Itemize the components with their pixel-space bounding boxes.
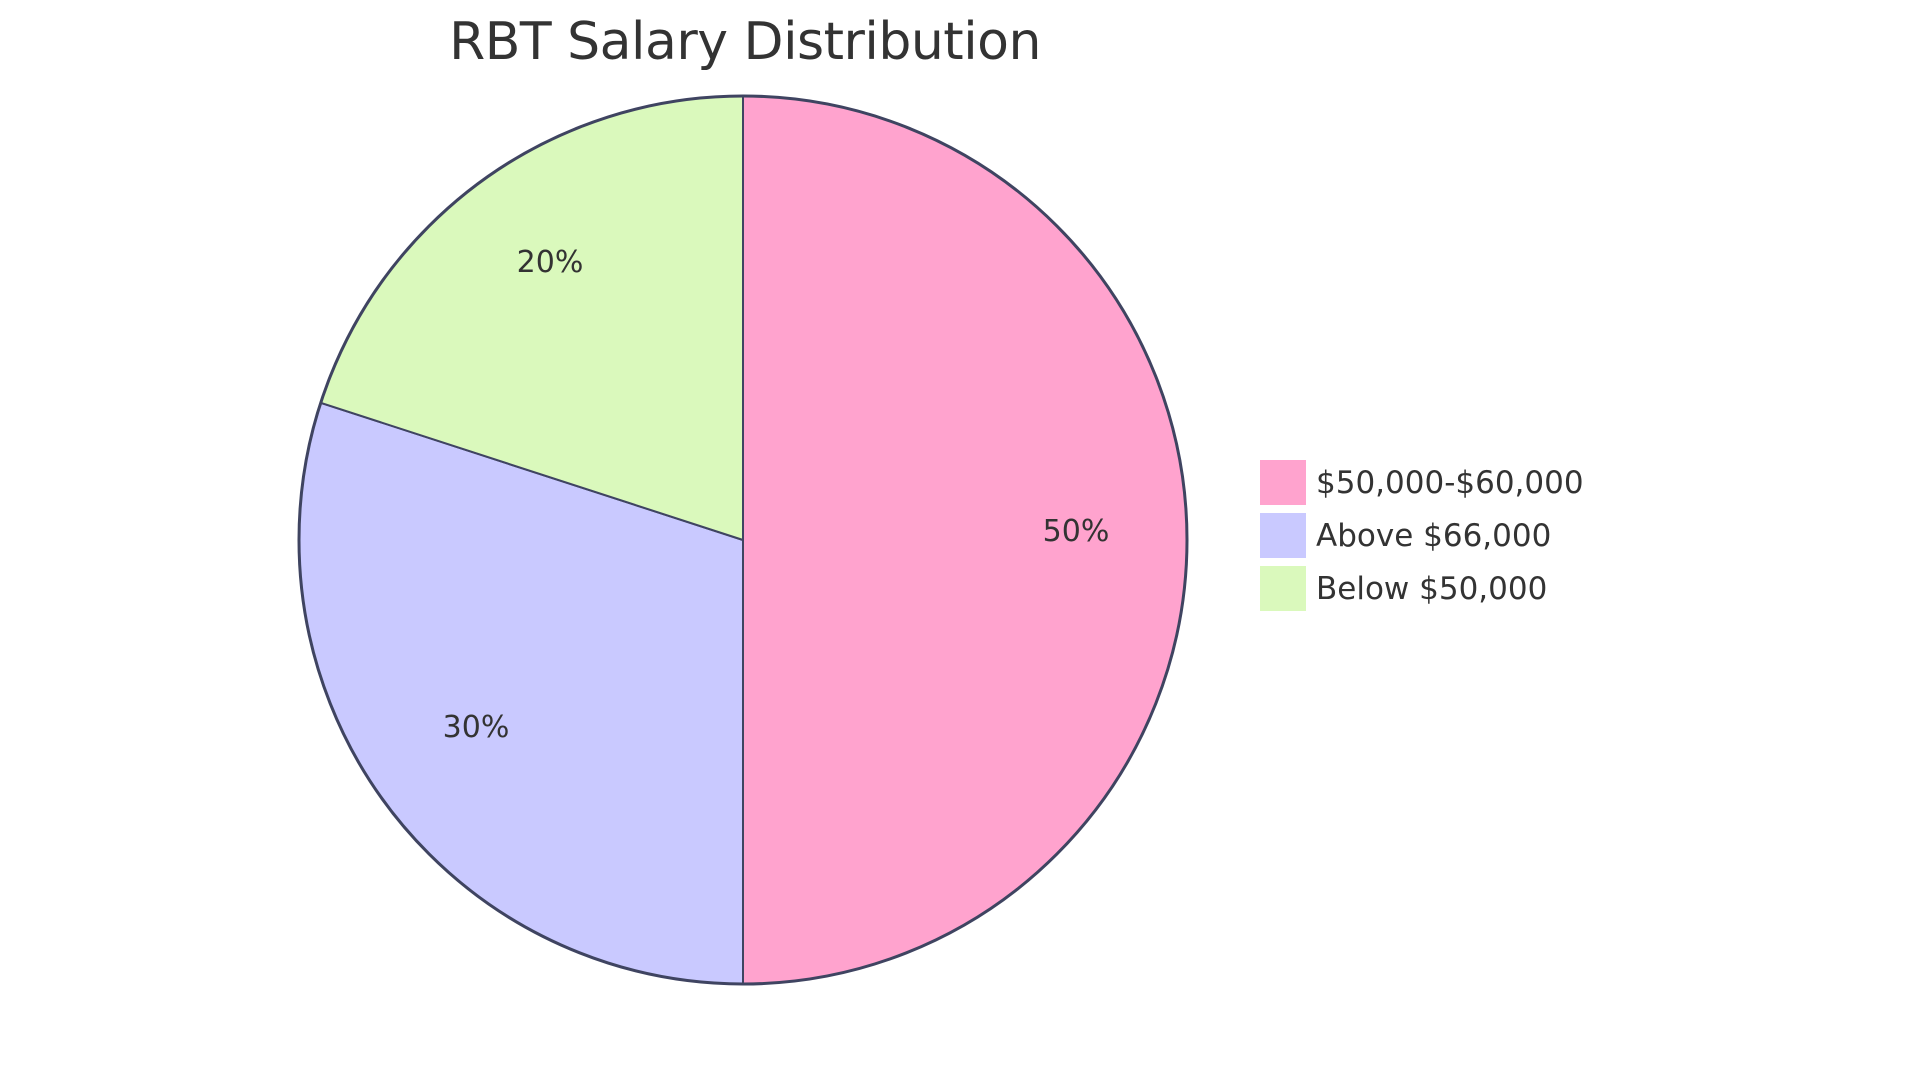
legend-swatch-pink [1260, 460, 1306, 505]
pie-outline [297, 94, 1189, 986]
slice-label-50: 50% [1043, 514, 1110, 549]
legend-swatch-green [1260, 566, 1306, 611]
legend-label: $50,000-$60,000 [1316, 464, 1584, 501]
pie-slice [742, 94, 1188, 986]
legend: $50,000-$60,000 Above $66,000 Below $50,… [1260, 460, 1584, 619]
legend-swatch-purple [1260, 513, 1306, 558]
slice-label-20: 20% [517, 245, 584, 280]
legend-item-50000-60000: $50,000-$60,000 [1260, 460, 1584, 505]
legend-item-below-50000: Below $50,000 [1260, 566, 1584, 611]
legend-item-above-66000: Above $66,000 [1260, 513, 1584, 558]
legend-label: Below $50,000 [1316, 570, 1548, 607]
chart-title: RBT Salary Distribution [449, 12, 1041, 72]
pie-slices [297, 94, 1189, 986]
legend-label: Above $66,000 [1316, 517, 1552, 554]
slice-label-30: 30% [443, 710, 510, 745]
